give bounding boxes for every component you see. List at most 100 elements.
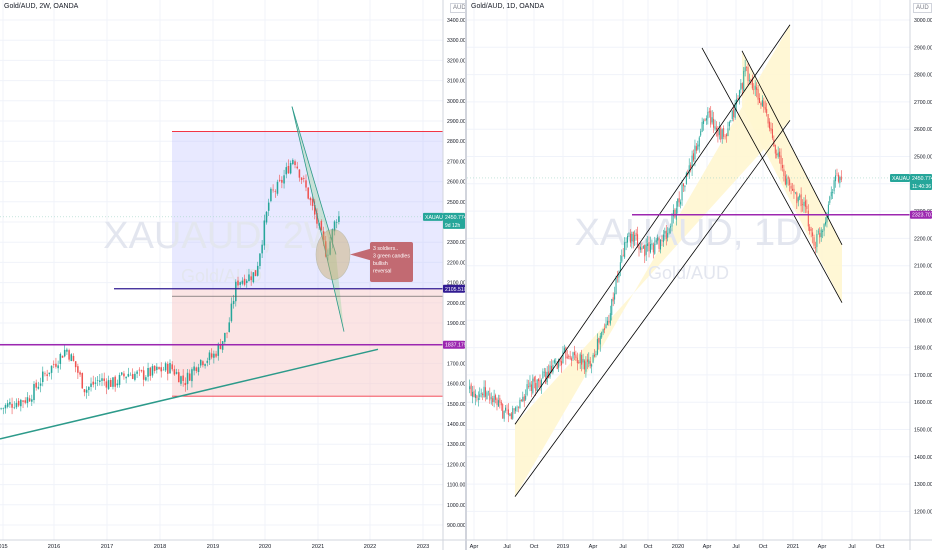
candle[interactable]	[625, 241, 627, 243]
up-channel-lower-line[interactable]	[514, 120, 791, 497]
candle[interactable]	[0, 408, 2, 409]
candle[interactable]	[171, 364, 173, 370]
candle[interactable]	[294, 161, 296, 166]
candle[interactable]	[202, 361, 204, 366]
candle[interactable]	[703, 120, 705, 124]
candle[interactable]	[754, 85, 756, 90]
candle[interactable]	[523, 396, 525, 402]
candle[interactable]	[173, 369, 176, 375]
candle[interactable]	[833, 180, 835, 192]
up-channel-fill[interactable]	[515, 24, 790, 497]
candle[interactable]	[794, 192, 796, 194]
candle[interactable]	[565, 347, 567, 359]
candle[interactable]	[672, 209, 674, 217]
candle[interactable]	[688, 165, 690, 175]
candle[interactable]	[701, 121, 703, 132]
candle[interactable]	[138, 369, 141, 371]
candle[interactable]	[611, 299, 613, 315]
candle[interactable]	[642, 245, 644, 249]
candle[interactable]	[28, 398, 31, 402]
candle[interactable]	[648, 241, 650, 252]
candle[interactable]	[507, 409, 509, 415]
candle[interactable]	[769, 121, 771, 129]
candle[interactable]	[734, 103, 736, 118]
candle[interactable]	[68, 350, 70, 360]
right-chart-canvas[interactable]: XAUAUD, 1D Gold/AUD 3000.000 2900.000 2800.0…	[467, 0, 932, 550]
candle[interactable]	[88, 386, 90, 391]
candle[interactable]	[11, 403, 13, 408]
candle[interactable]	[632, 231, 634, 242]
candle[interactable]	[307, 187, 309, 199]
candle[interactable]	[493, 395, 495, 403]
candle[interactable]	[486, 392, 488, 400]
candle[interactable]	[804, 200, 806, 207]
left-currency-button[interactable]: AUD	[450, 3, 465, 13]
candle[interactable]	[691, 155, 693, 169]
candle[interactable]	[781, 164, 783, 169]
candle[interactable]	[733, 109, 735, 117]
candle[interactable]	[823, 224, 825, 231]
down-channel-lower-line[interactable]	[701, 47, 843, 303]
candle[interactable]	[39, 383, 42, 386]
candle[interactable]	[575, 354, 577, 359]
candle[interactable]	[806, 205, 808, 210]
candle[interactable]	[156, 366, 158, 370]
candle[interactable]	[110, 379, 112, 387]
left-chart-canvas[interactable]: XAUAUD, 2W Gold/AUD 3 soldiers..3 green ca…	[0, 0, 465, 550]
candle[interactable]	[512, 408, 514, 419]
candle[interactable]	[503, 410, 505, 419]
candle[interactable]	[473, 390, 475, 397]
candle[interactable]	[191, 369, 193, 382]
candle[interactable]	[797, 197, 799, 202]
candle[interactable]	[57, 365, 59, 369]
candle[interactable]	[562, 351, 564, 364]
candle[interactable]	[474, 393, 476, 398]
candle[interactable]	[472, 391, 474, 397]
candle[interactable]	[764, 107, 766, 110]
candle[interactable]	[741, 83, 743, 89]
candle[interactable]	[578, 362, 580, 364]
candle[interactable]	[149, 367, 152, 376]
candle[interactable]	[107, 380, 110, 389]
candle[interactable]	[561, 361, 563, 366]
candle[interactable]	[74, 361, 77, 368]
candle[interactable]	[817, 231, 819, 233]
candle[interactable]	[605, 324, 607, 329]
candle[interactable]	[812, 232, 814, 236]
candle[interactable]	[715, 127, 717, 130]
candle[interactable]	[145, 377, 147, 381]
candle[interactable]	[728, 121, 730, 127]
candle[interactable]	[813, 237, 815, 246]
candle[interactable]	[509, 413, 511, 417]
candle[interactable]	[579, 354, 581, 364]
candle[interactable]	[228, 322, 230, 333]
candle[interactable]	[571, 358, 573, 361]
candle[interactable]	[802, 204, 804, 205]
candle[interactable]	[46, 374, 48, 376]
candle[interactable]	[94, 382, 97, 384]
candle[interactable]	[197, 367, 200, 372]
candle[interactable]	[303, 178, 305, 179]
candle[interactable]	[710, 110, 712, 125]
candle[interactable]	[604, 328, 606, 330]
candle[interactable]	[738, 90, 740, 100]
left-chart-pane[interactable]: XAUAUD, 2W Gold/AUD 3 soldiers.. 3 green ca…	[0, 0, 465, 550]
candle[interactable]	[582, 359, 584, 363]
candle[interactable]	[90, 383, 92, 387]
candle[interactable]	[180, 376, 182, 384]
candle[interactable]	[724, 136, 726, 138]
candle[interactable]	[160, 367, 162, 372]
candle[interactable]	[178, 372, 180, 383]
candle[interactable]	[651, 243, 653, 246]
candle[interactable]	[740, 82, 742, 90]
candle[interactable]	[744, 67, 746, 72]
candle[interactable]	[675, 208, 677, 220]
candle[interactable]	[114, 376, 116, 387]
candle[interactable]	[300, 177, 303, 181]
candle[interactable]	[476, 395, 478, 399]
pane-divider[interactable]	[465, 0, 467, 550]
candle[interactable]	[556, 363, 558, 369]
candle[interactable]	[270, 188, 272, 202]
candle[interactable]	[217, 343, 220, 356]
candle[interactable]	[743, 70, 745, 91]
